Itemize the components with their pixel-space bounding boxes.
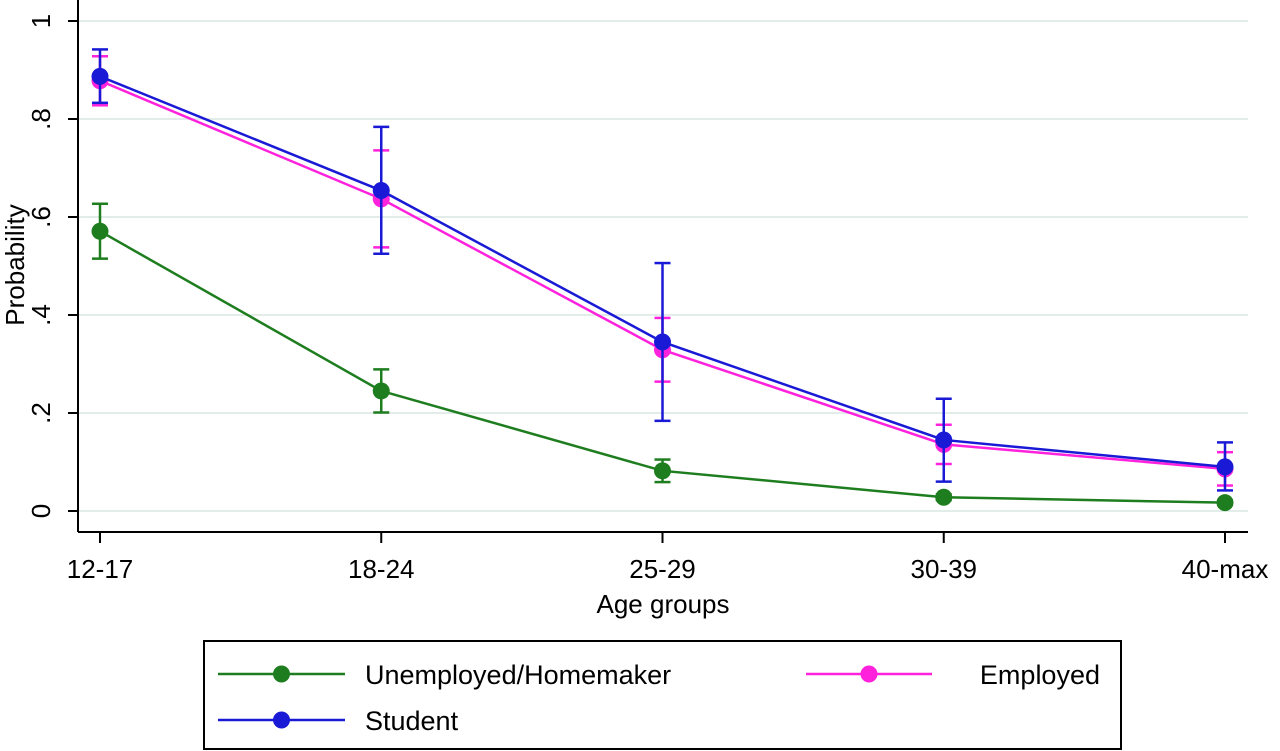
data-point <box>372 182 390 200</box>
series-group <box>91 48 1234 512</box>
y-tick-label: .4 <box>26 304 56 326</box>
legend-item: Student <box>218 706 459 736</box>
x-tick-label: 18-24 <box>348 554 415 584</box>
legend-box <box>203 640 1122 750</box>
y-tick-label: .6 <box>26 206 56 228</box>
legend-item: Unemployed/Homemaker <box>218 660 671 690</box>
y-tick-label: 0 <box>26 504 56 518</box>
legend-item: Employed <box>806 660 1100 690</box>
x-tick-label: 12-17 <box>67 554 134 584</box>
legend-swatch-marker <box>273 711 290 729</box>
y-tick-label: .2 <box>26 402 56 424</box>
legend-label: Student <box>365 706 459 736</box>
data-point <box>935 488 953 506</box>
data-point <box>935 431 953 449</box>
data-point <box>372 382 390 400</box>
data-point <box>1216 458 1234 476</box>
data-point <box>654 462 671 480</box>
x-axis-title: Age groups <box>597 589 730 619</box>
data-point <box>1216 494 1234 512</box>
y-tick-label: .8 <box>26 108 56 130</box>
series-0 <box>91 202 1234 512</box>
y-axis-title: Probability <box>0 204 30 325</box>
legend-label: Employed <box>980 660 1100 690</box>
series-2 <box>91 48 1234 492</box>
x-tick-label: 30-39 <box>911 554 978 584</box>
y-axis-ticks: 0 .2 .4 .6 .8 1 <box>26 14 78 518</box>
data-point <box>654 333 671 351</box>
legend-swatch-marker <box>273 665 290 683</box>
legend-label: Unemployed/Homemaker <box>365 660 671 690</box>
data-point <box>91 222 109 240</box>
x-axis-ticks: 12-17 18-24 25-29 30-39 40-max <box>67 532 1269 584</box>
data-point <box>91 67 109 85</box>
legend-swatch-marker <box>860 665 878 683</box>
x-tick-label: 25-29 <box>629 554 696 584</box>
legend: Unemployed/Homemaker Employed Student <box>203 640 1122 750</box>
x-tick-label: 40-max <box>1182 554 1269 584</box>
y-tick-label: 1 <box>26 14 56 28</box>
